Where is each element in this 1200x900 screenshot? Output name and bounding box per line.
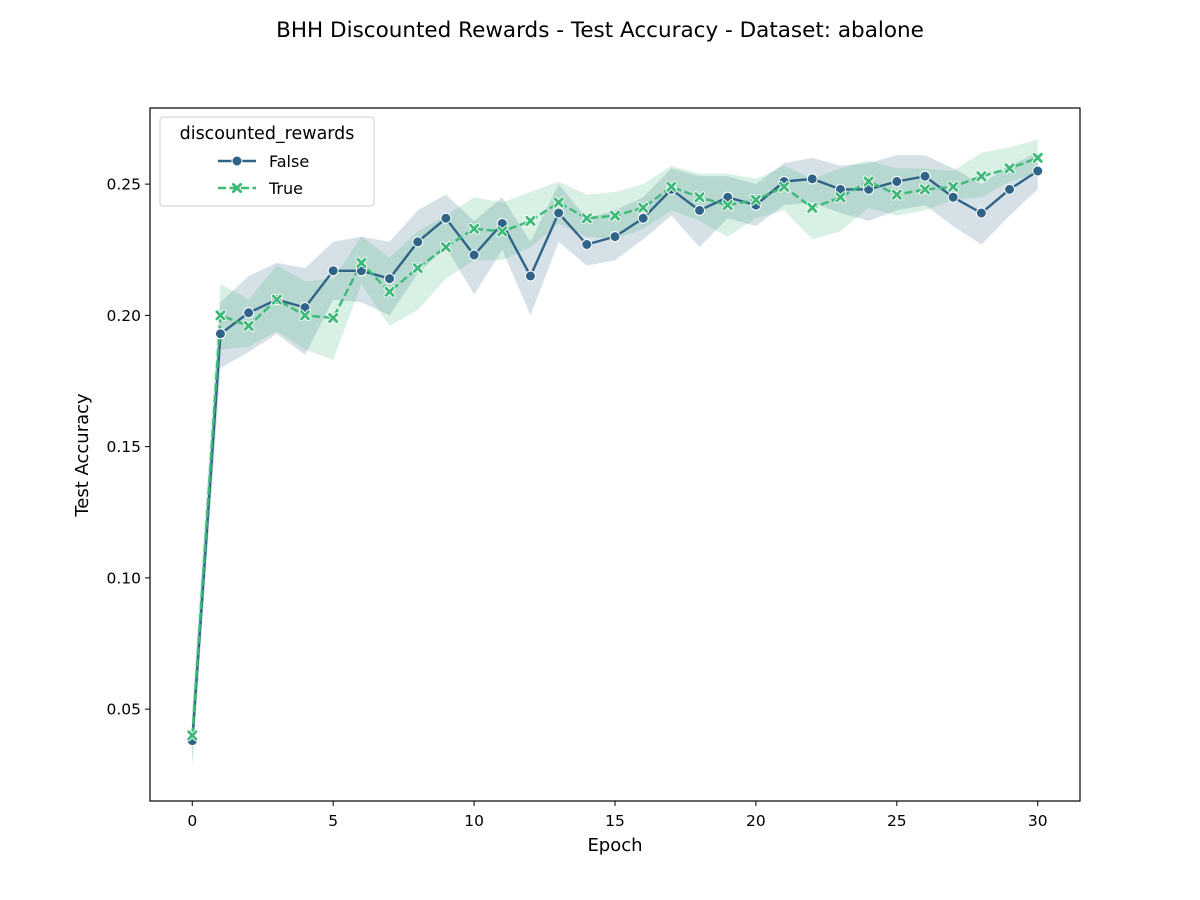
series-markers — [186, 151, 1044, 747]
point-true — [665, 180, 678, 193]
point-true — [440, 241, 452, 254]
point-true — [778, 180, 790, 193]
point-true — [637, 201, 650, 214]
point-false — [214, 328, 226, 340]
point-true — [552, 196, 565, 209]
point-false — [1032, 165, 1044, 177]
x-tick-label: 20 — [746, 812, 766, 830]
point-true — [721, 199, 734, 212]
point-false — [806, 173, 818, 185]
point-true — [468, 222, 480, 235]
point-false — [891, 176, 903, 187]
x-tick-label: 25 — [887, 812, 907, 830]
legend-marker-true — [231, 182, 243, 194]
band-true — [192, 139, 1038, 770]
y-tick-label: 0.10 — [106, 569, 141, 587]
point-true — [214, 309, 227, 322]
point-true — [693, 191, 706, 204]
band-false — [192, 152, 1038, 762]
point-true — [524, 214, 537, 227]
x-tick-label: 10 — [464, 812, 484, 830]
point-true — [834, 191, 847, 204]
x-tick-label: 5 — [328, 812, 338, 830]
point-true — [975, 170, 988, 183]
point-false — [553, 207, 565, 219]
y-tick-label: 0.05 — [106, 701, 141, 719]
point-false — [947, 191, 959, 203]
legend-label-true: True — [268, 179, 303, 198]
point-false — [694, 204, 706, 216]
confidence-bands — [192, 139, 1038, 770]
point-false — [919, 170, 931, 182]
point-true — [609, 209, 621, 222]
point-false — [327, 265, 339, 277]
point-true — [411, 262, 424, 275]
point-true — [383, 285, 396, 298]
point-true — [1003, 162, 1016, 175]
point-true — [270, 293, 283, 306]
legend-box — [159, 116, 375, 207]
point-true — [806, 201, 819, 214]
point-false — [440, 212, 452, 224]
point-true — [299, 309, 311, 322]
point-true — [947, 180, 960, 193]
point-false — [581, 239, 593, 250]
point-false — [609, 231, 621, 243]
y-tick-label: 0.15 — [106, 438, 141, 456]
legend-title: discounted_rewards — [180, 124, 355, 144]
point-false — [975, 207, 987, 219]
point-false — [412, 236, 424, 248]
point-false — [637, 212, 649, 224]
y-tick-label: 0.20 — [106, 307, 141, 325]
y-axis-ticks: 0.05 0.10 0.15 0.20 0.25 — [106, 176, 150, 719]
legend-marker-false — [231, 155, 243, 167]
x-axis-label: Epoch — [587, 835, 642, 856]
point-false — [384, 273, 396, 285]
x-tick-label: 0 — [187, 812, 197, 830]
point-true — [1031, 151, 1044, 164]
x-tick-label: 30 — [1028, 812, 1048, 830]
point-true — [890, 188, 903, 201]
y-tick-label: 0.25 — [106, 176, 141, 194]
point-true — [862, 175, 875, 188]
point-false — [468, 249, 480, 261]
point-true — [186, 729, 199, 742]
point-true — [355, 256, 368, 269]
legend-items: False True — [218, 152, 309, 198]
point-true — [496, 225, 509, 238]
point-false — [243, 307, 255, 319]
x-tick-label: 15 — [605, 812, 625, 830]
point-true — [580, 212, 593, 225]
point-true — [919, 183, 931, 196]
point-false — [524, 270, 536, 282]
y-axis-label: Test Accuracy — [72, 393, 93, 518]
chart-title: BHH Discounted Rewards - Test Accuracy -… — [276, 18, 924, 43]
legend-item-true: True — [218, 179, 303, 198]
point-true — [327, 312, 340, 324]
legend-label-false: False — [269, 152, 309, 171]
legend: discounted_rewards False True — [159, 116, 375, 207]
legend-item-false: False — [218, 152, 309, 171]
point-true — [750, 193, 762, 206]
point-false — [1004, 183, 1016, 195]
point-true — [242, 319, 255, 332]
x-axis-ticks: 0 5 10 15 20 25 30 — [187, 801, 1048, 830]
